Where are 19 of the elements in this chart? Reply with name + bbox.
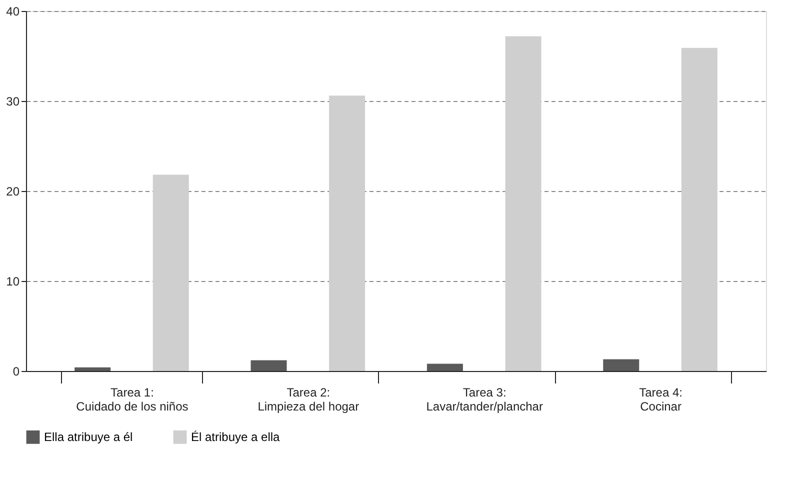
bar (603, 359, 640, 371)
x-tick-label: Tarea 4: Cocinar (639, 386, 682, 414)
legend-label: Ella atribuye a él (44, 430, 133, 444)
bar (681, 48, 718, 371)
bar (74, 367, 111, 371)
legend-label: Él atribuye a ella (191, 430, 280, 444)
y-tick-label: 20 (6, 184, 20, 198)
x-tick-label: Tarea 1: Cuidado de los niños (76, 386, 188, 414)
x-tick-label: Tarea 2: Limpieza del hogar (258, 386, 360, 414)
bar (505, 36, 542, 371)
y-tick-label: 0 (12, 364, 20, 378)
y-tick-label: 30 (6, 94, 20, 108)
bar (426, 364, 463, 371)
x-tick-label: Tarea 3: Lavar/tander/planchar (426, 386, 543, 414)
bar (152, 174, 189, 371)
y-tick-label: 40 (6, 4, 20, 18)
bar (329, 96, 366, 371)
y-tick-label: 10 (6, 274, 20, 288)
bar (250, 360, 287, 371)
